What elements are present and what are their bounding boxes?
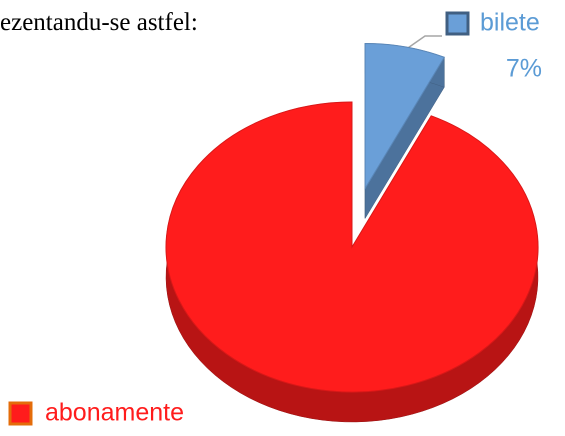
slice-top bbox=[165, 101, 539, 393]
legend-label: bilete bbox=[480, 9, 540, 37]
slice-top bbox=[364, 42, 446, 191]
pie-slice bbox=[364, 42, 446, 220]
legend-label: abonamente bbox=[45, 399, 184, 427]
data-label: 7% bbox=[506, 55, 542, 83]
leader-line bbox=[404, 35, 442, 51]
pie-slice bbox=[165, 101, 539, 423]
legend-swatch bbox=[445, 11, 470, 36]
legend-swatch bbox=[8, 401, 33, 426]
document-text: ezentandu-se astfel: bbox=[0, 9, 198, 36]
